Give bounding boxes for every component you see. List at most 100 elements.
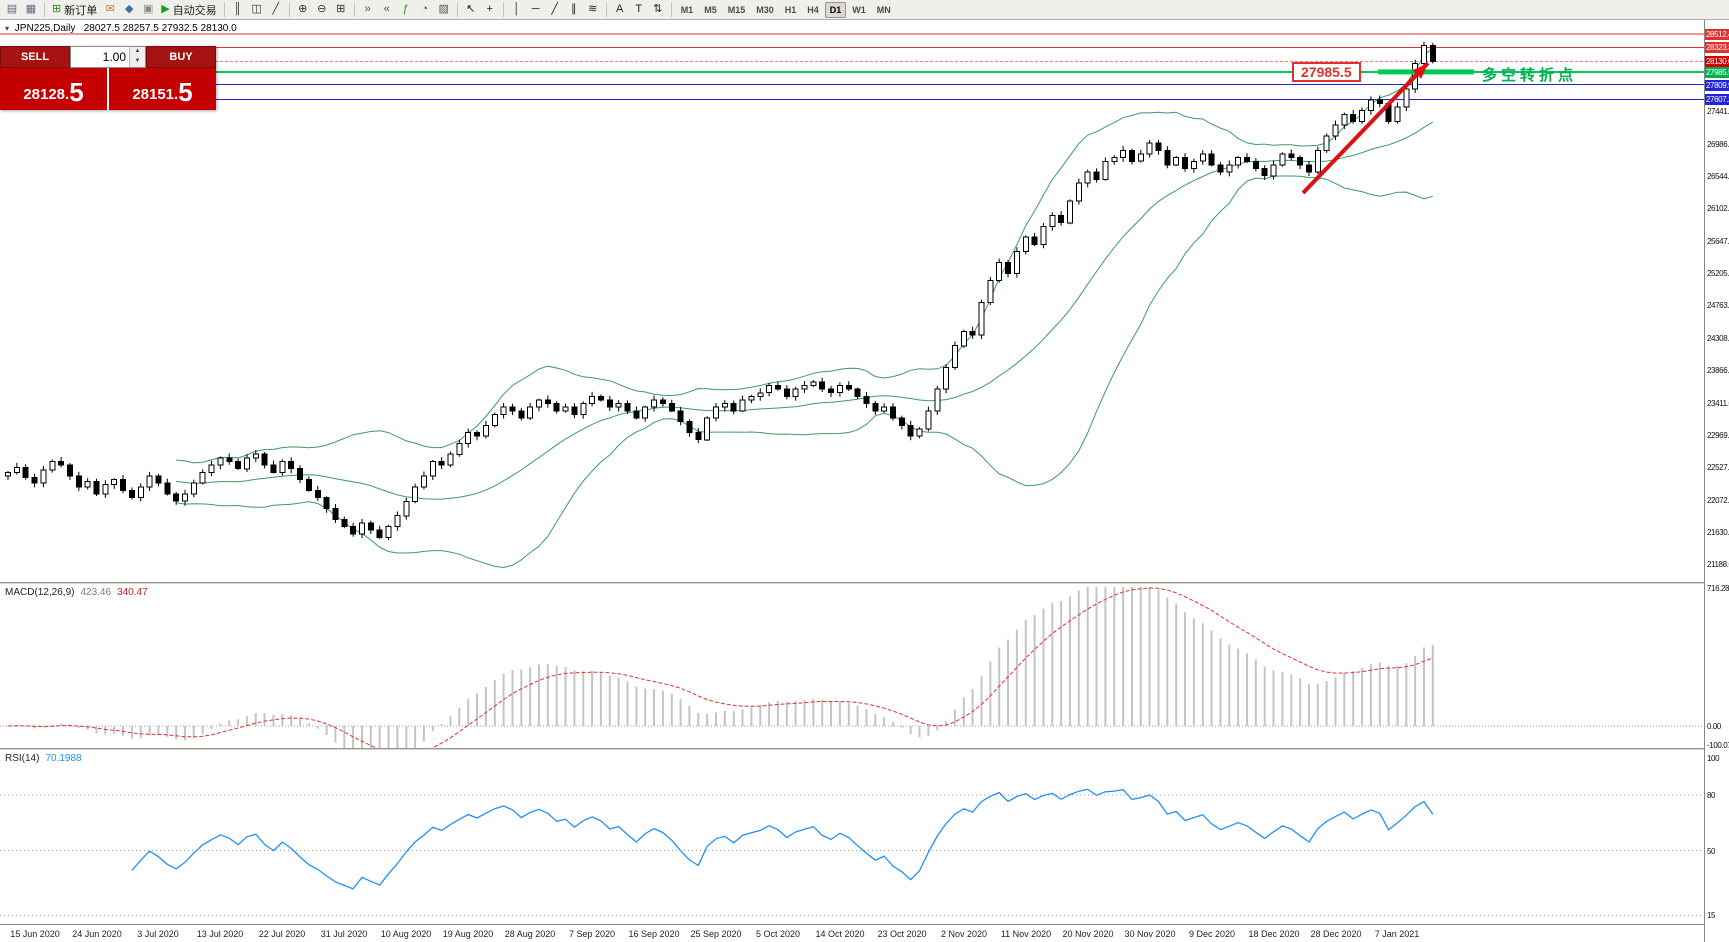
candle <box>739 399 746 412</box>
bar-chart-icon[interactable]: ║ <box>229 1 247 18</box>
timeframe-m30[interactable]: M30 <box>756 4 774 15</box>
turning-point-price-flag[interactable]: 27985.5 <box>1292 62 1361 82</box>
macd-histogram-bar <box>1396 666 1399 726</box>
navigator-icon[interactable]: ◆ <box>120 1 138 18</box>
zoom-in-icon[interactable]: ⊕ <box>294 1 312 18</box>
autotrading-button[interactable]: ▶ 自动交易 <box>158 1 219 18</box>
macd-histogram-bar <box>33 726 36 729</box>
candle <box>686 421 693 434</box>
vertical-line-icon[interactable]: │ <box>508 1 526 18</box>
macd-histogram-bar <box>945 721 948 726</box>
profiles-icon[interactable]: ▦ <box>22 1 40 18</box>
timeframe-m15[interactable]: M15 <box>727 4 746 15</box>
zoom-out-icon[interactable]: ⊖ <box>313 1 331 18</box>
price-chart-pane[interactable] <box>0 20 1704 582</box>
chart-shift-icon[interactable]: « <box>378 1 396 18</box>
fibonacci-icon[interactable]: ≋ <box>584 1 602 18</box>
candle <box>1429 45 1436 62</box>
volume-down-icon[interactable]: ▼ <box>130 57 145 67</box>
macd-histogram-bar <box>1316 683 1319 726</box>
timeframe-m1[interactable]: M1 <box>680 4 694 15</box>
tile-windows-icon[interactable]: ⊞ <box>332 1 350 18</box>
price-tick: 21630.0 <box>1707 528 1729 537</box>
macd-histogram-bar <box>1086 587 1089 726</box>
timeframe-w1[interactable]: W1 <box>852 4 866 15</box>
rsi-axis-tick: 50 <box>1707 847 1716 856</box>
chart-shift-icon: « <box>383 3 390 15</box>
candle <box>987 280 994 303</box>
panel-splitter[interactable] <box>0 748 1704 750</box>
macd-histogram-bar <box>909 726 912 734</box>
macd-histogram-bar <box>688 705 691 726</box>
candlestick-chart-icon[interactable]: ◫ <box>248 1 266 18</box>
line-chart-icon[interactable]: ╱ <box>267 1 285 18</box>
candle <box>367 522 374 531</box>
terminal-icon[interactable]: ▣ <box>139 1 157 18</box>
timeframe-h4[interactable]: H4 <box>807 4 819 15</box>
volume-up-icon[interactable]: ▲ <box>130 47 145 57</box>
macd-histogram-bar <box>1405 663 1408 726</box>
macd-histogram-bar <box>1290 674 1293 726</box>
text-label-icon[interactable]: T <box>630 1 648 18</box>
crosshair-icon[interactable]: + <box>481 1 499 18</box>
candlestick-chart[interactable] <box>0 20 1704 582</box>
rsi-chart[interactable] <box>0 750 1704 924</box>
buy-button[interactable]: BUY <box>146 46 216 68</box>
date-label: 15 Jun 2020 <box>10 929 60 939</box>
text-icon[interactable]: A <box>611 1 629 18</box>
macd-histogram-bar <box>936 726 939 731</box>
periods-icon[interactable]: ◔ <box>416 1 434 18</box>
macd-histogram-bar <box>644 688 647 726</box>
timeframe-h1[interactable]: H1 <box>784 4 797 15</box>
macd-indicator-pane[interactable]: MACD(12,26,9) 423.46 340.47 <box>0 584 1704 748</box>
date-label: 25 Sep 2020 <box>690 929 742 939</box>
market-watch-icon[interactable]: ✉ <box>101 1 119 18</box>
macd-histogram-bar <box>1343 672 1346 726</box>
rsi-indicator-pane[interactable]: RSI(14) 70.1988 <box>0 750 1704 924</box>
cursor-icon[interactable]: ↖ <box>462 1 480 18</box>
candle <box>208 464 215 473</box>
sell-price-display[interactable]: 28128. 5 <box>0 68 107 110</box>
macd-histogram-bar <box>60 723 63 726</box>
horizontal-line-icon[interactable]: ─ <box>527 1 545 18</box>
turning-point-text[interactable]: 多空转折点 <box>1482 67 1578 84</box>
trendline-icon[interactable]: ╱ <box>546 1 564 18</box>
macd-histogram-bar <box>529 667 532 726</box>
channel-icon[interactable]: ∥ <box>565 1 583 18</box>
macd-histogram-bar <box>175 726 178 740</box>
macd-histogram-bar <box>1148 587 1151 726</box>
auto-scroll-icon[interactable]: » <box>359 1 377 18</box>
arrows-icon[interactable]: ⇅ <box>649 1 667 18</box>
templates-icon[interactable]: ▨ <box>435 1 453 18</box>
candle <box>730 403 737 412</box>
candle <box>1182 157 1188 170</box>
chart-window-icon[interactable]: ▤ <box>3 1 21 18</box>
price-axis: 27441.0 26986.0 26544.0 26102.0 25647.0 25205… <box>1704 20 1729 942</box>
macd-histogram-bar <box>467 699 470 726</box>
trendline-icon: ╱ <box>551 3 558 15</box>
macd-histogram-bar <box>104 726 107 735</box>
candle <box>13 466 20 473</box>
date-label: 23 Oct 2020 <box>877 929 927 939</box>
volume-input[interactable] <box>71 47 129 67</box>
buy-price-display[interactable]: 28151. 5 <box>109 68 216 110</box>
candle <box>1288 153 1295 159</box>
candle <box>536 399 542 408</box>
timeframe-m5[interactable]: M5 <box>704 4 717 15</box>
macd-histogram-bar <box>192 726 195 738</box>
macd-histogram-bar <box>723 710 726 726</box>
horizontal-line-icon: ─ <box>531 3 540 15</box>
sell-button[interactable]: SELL <box>0 46 70 68</box>
date-label: 7 Sep 2020 <box>568 929 616 939</box>
new-order-button[interactable]: ⊞ 新订单 <box>49 1 100 18</box>
timeframe-d1[interactable]: D1 <box>824 1 847 18</box>
candle <box>332 508 339 520</box>
timeframe-mn[interactable]: MN <box>876 4 891 15</box>
macd-chart[interactable] <box>0 584 1704 748</box>
indicators-icon[interactable]: ƒ <box>397 1 415 18</box>
macd-histogram-bar <box>1069 596 1071 726</box>
price-tick: 21188.0 <box>1707 560 1729 569</box>
macd-histogram-bar <box>953 709 956 726</box>
candle <box>1261 168 1268 177</box>
panel-splitter[interactable] <box>0 582 1704 584</box>
